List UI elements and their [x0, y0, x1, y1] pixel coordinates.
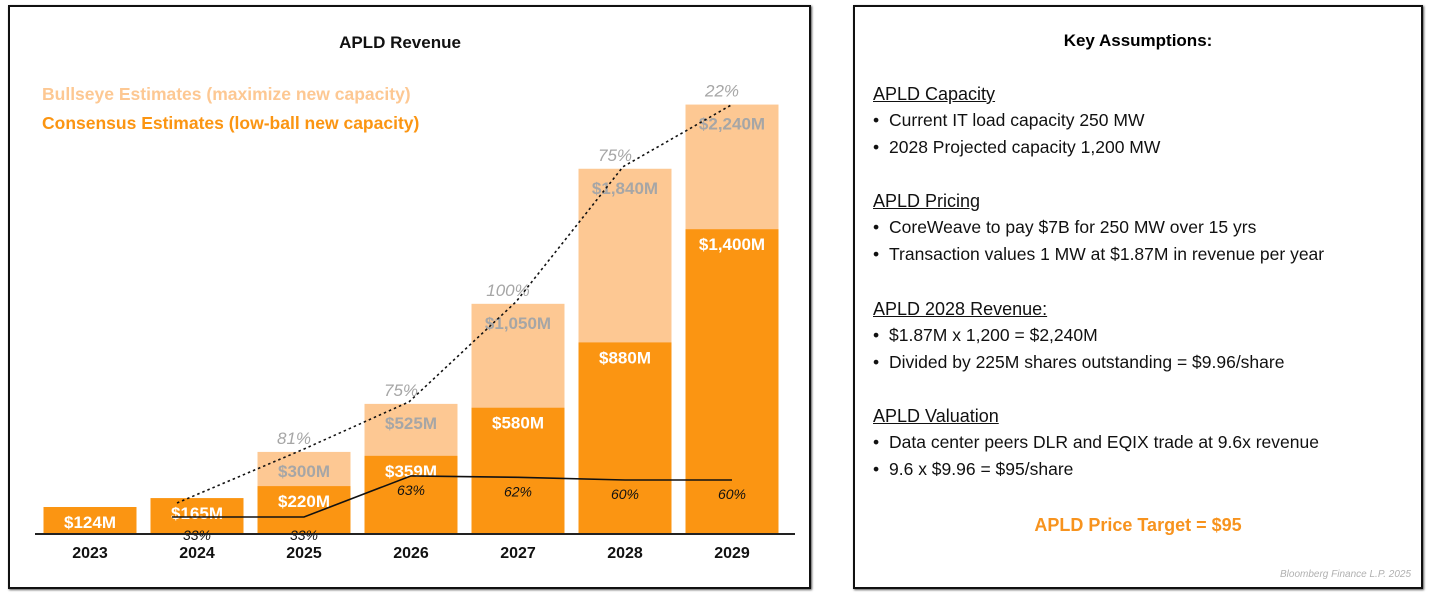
x-tick-label: 2029 — [714, 545, 750, 562]
bar-consensus — [471, 407, 565, 534]
label-growth: 100% — [486, 281, 529, 300]
label-line: 60% — [718, 486, 746, 502]
revenue-chart-panel: APLD Revenue Bullseye Estimates (maximize… — [8, 5, 811, 589]
bullet-item: Data center peers DLR and EQIX trade at … — [873, 432, 1319, 453]
bullet-item: 2028 Projected capacity 1,200 MW — [873, 137, 1160, 158]
label-bullseye: $1,050M — [485, 314, 551, 333]
source-credit: Bloomberg Finance L.P. 2025 — [1279, 569, 1411, 580]
section-heading: APLD 2028 Revenue: — [873, 299, 1048, 319]
label-consensus: $1,400M — [699, 235, 765, 254]
x-tick-label: 2025 — [286, 545, 322, 562]
section-heading: APLD Capacity — [873, 84, 996, 104]
key-assumptions-panel: Key Assumptions: APLD Capacity Current I… — [853, 5, 1423, 589]
x-tick-label: 2026 — [393, 545, 429, 562]
bar-consensus — [43, 507, 137, 534]
bullet-item: Transaction values 1 MW at $1.87M in rev… — [873, 244, 1324, 265]
label-line: 63% — [397, 482, 425, 498]
bar-consensus — [578, 342, 672, 534]
x-tick-label: 2024 — [179, 545, 215, 562]
bullet-item: CoreWeave to pay $7B for 250 MW over 15 … — [873, 217, 1256, 238]
revenue-chart: APLD Revenue Bullseye Estimates (maximize… — [35, 33, 795, 562]
bullet-item: Divided by 225M shares outstanding = $9.… — [873, 352, 1284, 373]
label-consensus: $165M — [171, 504, 223, 523]
x-tick-label: 2028 — [607, 545, 643, 562]
assumptions-title: Key Assumptions: — [1063, 31, 1213, 50]
bar-consensus — [257, 486, 351, 534]
consensus-line — [172, 475, 732, 518]
bullet-item: 9.6 x $9.96 = $95/share — [873, 459, 1073, 480]
bullseye-trend-line — [176, 103, 733, 504]
label-consensus: $124M — [64, 513, 116, 532]
x-tick-label: 2023 — [72, 545, 108, 562]
label-consensus: $580M — [492, 414, 544, 433]
bullet-item: Current IT load capacity 250 MW — [873, 110, 1144, 131]
price-target: APLD Price Target = $95 — [1034, 515, 1242, 535]
label-consensus: $880M — [599, 348, 651, 367]
section-heading: APLD Valuation — [873, 406, 999, 426]
label-bullseye: $300M — [278, 462, 330, 481]
label-bullseye: $1,840M — [592, 179, 658, 198]
label-growth: 22% — [704, 82, 739, 101]
label-line: 62% — [504, 483, 532, 499]
label-growth: 81% — [277, 429, 311, 448]
bar-consensus — [364, 455, 458, 534]
label-consensus: $220M — [278, 492, 330, 511]
bullet-item: $1.87M x 1,200 = $2,240M — [873, 325, 1098, 346]
bar-consensus — [150, 498, 244, 534]
section-heading: APLD Pricing — [873, 191, 981, 211]
legend-bullseye: Bullseye Estimates (maximize new capacit… — [42, 84, 411, 104]
label-bullseye: $525M — [385, 414, 437, 433]
label-line: 60% — [611, 486, 639, 502]
chart-title: APLD Revenue — [339, 33, 461, 52]
label-growth: 75% — [384, 381, 418, 400]
label-bullseye: $2,240M — [699, 115, 765, 134]
bar-consensus — [685, 229, 779, 534]
label-growth: 75% — [598, 146, 632, 165]
label-consensus: $359M — [385, 462, 437, 481]
legend-consensus: Consensus Estimates (low-ball new capaci… — [42, 113, 419, 133]
x-tick-label: 2027 — [500, 545, 536, 562]
